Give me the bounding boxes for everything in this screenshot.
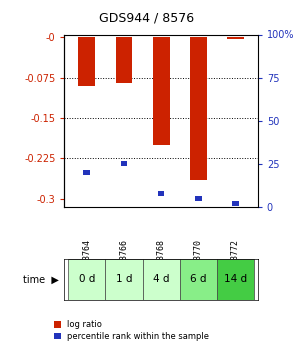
Bar	[180, 259, 217, 300]
Text: 0 d: 0 d	[79, 275, 95, 284]
Text: 4 d: 4 d	[153, 275, 169, 284]
Text: time  ▶: time ▶	[23, 275, 59, 284]
Bar	[217, 259, 254, 300]
Text: GSM13768: GSM13768	[157, 239, 166, 279]
Text: GSM13766: GSM13766	[120, 239, 128, 279]
Bar	[79, 37, 95, 86]
Bar	[84, 170, 90, 175]
Text: GSM13764: GSM13764	[82, 239, 91, 279]
Text: 14 d: 14 d	[224, 275, 247, 284]
Bar	[143, 259, 180, 300]
Bar	[153, 37, 170, 145]
Bar	[158, 191, 164, 196]
Legend: log ratio, percentile rank within the sample: log ratio, percentile rank within the sa…	[54, 321, 209, 341]
Text: GDS944 / 8576: GDS944 / 8576	[99, 11, 194, 24]
Bar	[227, 37, 244, 39]
Text: GSM13772: GSM13772	[231, 239, 240, 279]
Bar	[195, 196, 202, 201]
Bar	[232, 201, 239, 206]
Bar	[190, 37, 207, 180]
Bar	[105, 259, 143, 300]
Text: GSM13770: GSM13770	[194, 239, 203, 279]
Bar	[116, 37, 132, 83]
Bar	[121, 161, 127, 166]
Bar	[68, 259, 105, 300]
Text: 6 d: 6 d	[190, 275, 207, 284]
Text: 1 d: 1 d	[116, 275, 132, 284]
